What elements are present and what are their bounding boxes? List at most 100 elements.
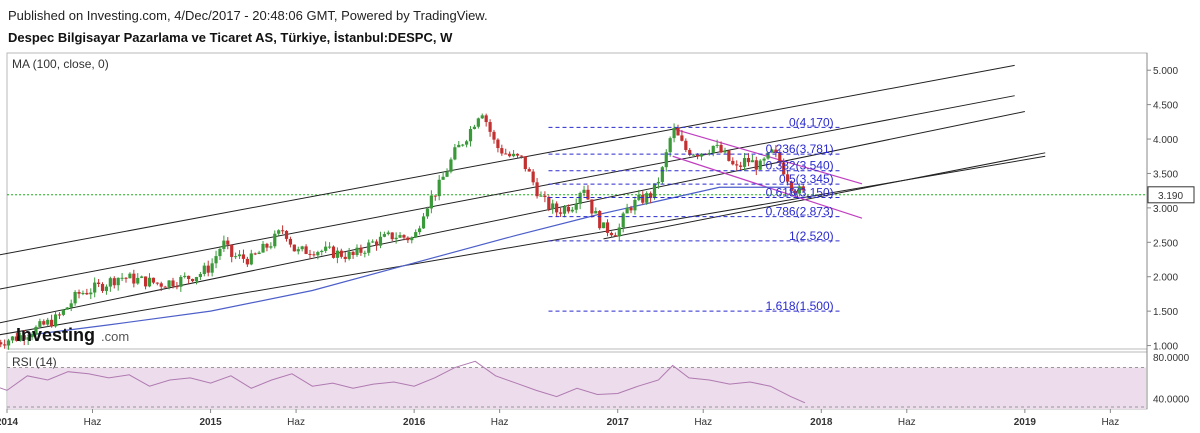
- candle: [656, 177, 661, 189]
- candle: [437, 175, 441, 201]
- candle-body: [65, 307, 69, 310]
- candle: [762, 157, 766, 165]
- candle: [316, 250, 320, 260]
- candle-body: [774, 149, 778, 153]
- candle-body: [750, 160, 754, 163]
- candle: [754, 156, 758, 176]
- candle-body: [586, 189, 590, 200]
- candle: [531, 169, 535, 186]
- candle-body: [570, 209, 574, 212]
- candle: [50, 314, 54, 328]
- rsi-line: [0, 360, 806, 404]
- candle-body: [786, 174, 790, 182]
- candle-body: [625, 207, 629, 214]
- candle: [97, 279, 101, 288]
- candle: [445, 168, 449, 178]
- candle-body: [206, 265, 210, 273]
- candle-body: [590, 199, 594, 214]
- candle-body: [296, 249, 300, 252]
- candle: [735, 160, 739, 171]
- candle-body: [668, 138, 672, 153]
- candle-body: [292, 244, 296, 252]
- candle-body: [652, 183, 657, 199]
- candle-body: [245, 258, 249, 265]
- candle: [402, 234, 406, 241]
- candle: [508, 151, 512, 158]
- candle: [3, 339, 7, 349]
- candle-body: [0, 342, 3, 345]
- candle-body: [566, 206, 570, 212]
- price-tick-label: 5.000: [1153, 66, 1178, 77]
- candle: [257, 250, 261, 255]
- candle-body: [120, 277, 124, 279]
- candle-body: [402, 235, 406, 238]
- candle: [742, 153, 747, 171]
- candle-body: [89, 292, 93, 295]
- candle-body: [73, 291, 77, 304]
- fib-label-0.382: 0.382(3.540): [766, 159, 834, 173]
- candle-body: [288, 238, 293, 245]
- candle: [648, 191, 653, 204]
- candle-body: [210, 263, 214, 273]
- candle-body: [457, 144, 461, 148]
- candle-body: [793, 190, 798, 194]
- candle: [304, 244, 308, 255]
- candle-body: [46, 319, 50, 325]
- candle: [770, 148, 774, 154]
- candle: [253, 252, 257, 256]
- candle: [672, 123, 676, 143]
- candle: [324, 241, 328, 253]
- candle: [660, 166, 664, 184]
- candle-body: [519, 155, 524, 157]
- candle: [269, 242, 273, 250]
- candle: [598, 209, 602, 230]
- candle: [680, 129, 684, 142]
- candle: [38, 318, 42, 329]
- channel-line-1: [0, 95, 1015, 290]
- time-tick-label: 2016: [403, 417, 426, 428]
- candle-body: [198, 274, 202, 278]
- candle: [202, 262, 206, 277]
- fib-label-0.5: 0.5(3.345): [779, 172, 834, 186]
- candle: [261, 241, 265, 253]
- candle: [558, 208, 563, 217]
- candle-body: [304, 246, 308, 254]
- candle-body: [374, 241, 379, 246]
- candle-body: [453, 147, 457, 160]
- candle-body: [801, 186, 805, 191]
- candle-body: [222, 240, 226, 249]
- fib-label-0.618: 0.618(3.150): [766, 186, 834, 200]
- candle-body: [281, 230, 285, 232]
- candle-body: [496, 139, 500, 149]
- candle: [786, 169, 790, 186]
- candle-body: [163, 286, 167, 288]
- fib-label-0.236: 0.236(3.781): [766, 142, 834, 156]
- candle: [578, 191, 582, 210]
- candle: [425, 206, 430, 219]
- candle-body: [406, 237, 410, 241]
- candle: [100, 282, 105, 293]
- candle-body: [605, 222, 610, 233]
- last-price-value: 3.190: [1158, 191, 1183, 202]
- candle-body: [159, 283, 163, 287]
- candle-body: [492, 131, 496, 140]
- candle-body: [194, 277, 199, 282]
- candle: [504, 148, 508, 155]
- candle: [797, 183, 801, 197]
- candle: [421, 213, 426, 229]
- fib-label-1: 1(2.520): [789, 229, 834, 243]
- candle-body: [410, 237, 414, 241]
- candle: [582, 185, 586, 197]
- candle: [69, 299, 73, 312]
- candle-body: [660, 167, 664, 182]
- candle: [625, 203, 629, 214]
- candle-body: [273, 233, 277, 247]
- candle-body: [85, 292, 89, 295]
- candle: [406, 236, 410, 244]
- candle-body: [664, 152, 668, 168]
- candle-body: [241, 254, 246, 259]
- candle-body: [582, 189, 586, 193]
- candle: [120, 272, 124, 282]
- time-tick-label: 2017: [607, 417, 630, 428]
